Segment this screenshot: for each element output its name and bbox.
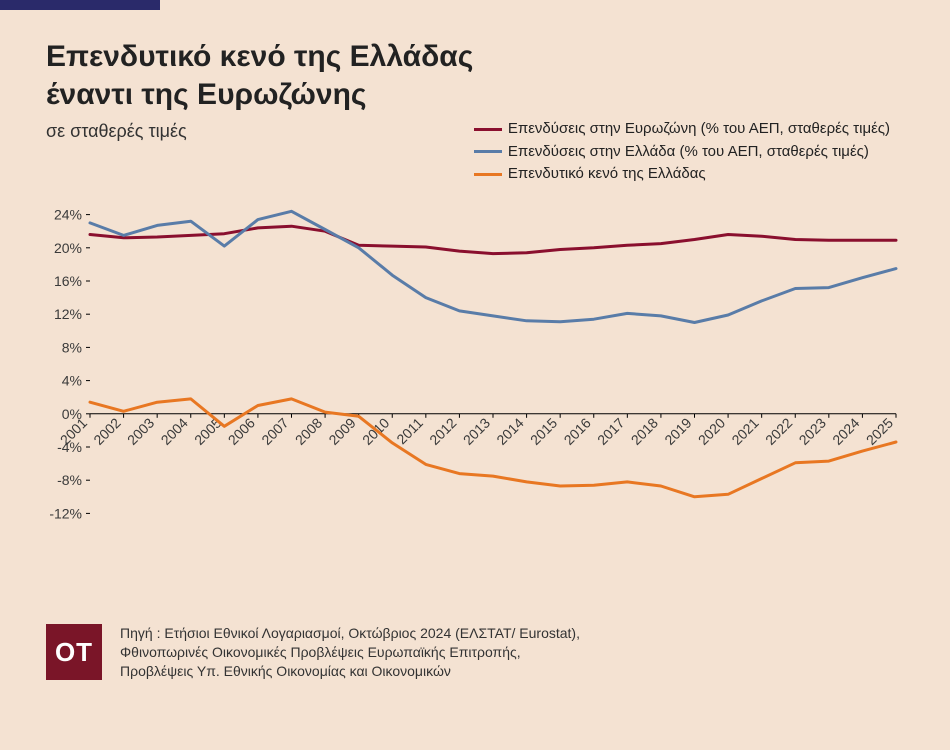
y-tick-label: 4% (62, 373, 82, 389)
x-tick-label: 2014 (493, 414, 526, 447)
x-tick-label: 2012 (426, 414, 459, 447)
x-tick-label: 2013 (460, 414, 493, 447)
legend-item-eurozone: Επενδύσεις στην Ευρωζώνη (% του ΑΕΠ, στα… (474, 118, 890, 141)
x-tick-label: 2005 (191, 414, 224, 447)
x-tick-label: 2015 (527, 414, 560, 447)
source-line-2: Φθινοπωρινές Οικονομικές Προβλέψεις Ευρω… (120, 643, 580, 662)
x-tick-label: 2008 (292, 414, 325, 447)
y-tick-label: -8% (57, 472, 82, 488)
x-tick-label: 2020 (695, 414, 728, 447)
source-line-1: Πηγή : Ετήσιοι Εθνικοί Λογαριασμοί, Οκτώ… (120, 624, 580, 643)
y-tick-label: 24% (54, 207, 82, 223)
chart-title: Επενδυτικό κενό της Ελλάδας έναντι της Ε… (46, 38, 904, 113)
x-tick-label: 2024 (829, 414, 862, 447)
x-tick-label: 2007 (258, 414, 291, 447)
x-tick-label: 2011 (393, 414, 426, 447)
title-line-1: Επενδυτικό κενό της Ελλάδας (46, 40, 473, 73)
x-tick-label: 2003 (124, 414, 157, 447)
legend-swatch-eurozone (474, 128, 502, 131)
legend-label-eurozone: Επενδύσεις στην Ευρωζώνη (% του ΑΕΠ, στα… (508, 118, 890, 141)
x-tick-label: 2004 (158, 414, 191, 447)
x-tick-label: 2002 (90, 414, 123, 447)
y-tick-label: 8% (62, 339, 82, 355)
source-line-3: Προβλέψεις Υπ. Εθνικής Οικονομίας και Οι… (120, 662, 580, 681)
series-eurozone (90, 226, 896, 253)
x-tick-label: 2023 (796, 414, 829, 447)
x-tick-label: 2018 (628, 414, 661, 447)
x-tick-label: 2009 (325, 414, 358, 447)
chart-plot: -12%-8%-4%0%4%8%12%16%20%24%200120022003… (46, 150, 904, 602)
chart-svg: -12%-8%-4%0%4%8%12%16%20%24%200120022003… (46, 150, 904, 602)
x-tick-label: 2019 (661, 414, 694, 447)
series-greece (90, 211, 896, 322)
chart-footer: OT Πηγή : Ετήσιοι Εθνικοί Λογαριασμοί, Ο… (0, 624, 950, 681)
x-tick-label: 2021 (728, 414, 761, 447)
x-tick-label: 2016 (561, 414, 594, 447)
y-tick-label: 20% (54, 240, 82, 256)
top-accent-stripe (0, 0, 160, 10)
y-tick-label: 16% (54, 273, 82, 289)
source-text: Πηγή : Ετήσιοι Εθνικοί Λογαριασμοί, Οκτώ… (120, 624, 580, 681)
x-tick-label: 2017 (594, 414, 627, 447)
x-tick-label: 2022 (762, 414, 795, 447)
y-tick-label: 12% (54, 306, 82, 322)
x-tick-label: 2006 (225, 414, 258, 447)
title-line-2: έναντι της Ευρωζώνης (46, 78, 367, 111)
publisher-logo: OT (46, 624, 102, 680)
y-tick-label: -12% (49, 505, 82, 521)
chart-container: Επενδυτικό κενό της Ελλάδας έναντι της Ε… (0, 10, 950, 602)
